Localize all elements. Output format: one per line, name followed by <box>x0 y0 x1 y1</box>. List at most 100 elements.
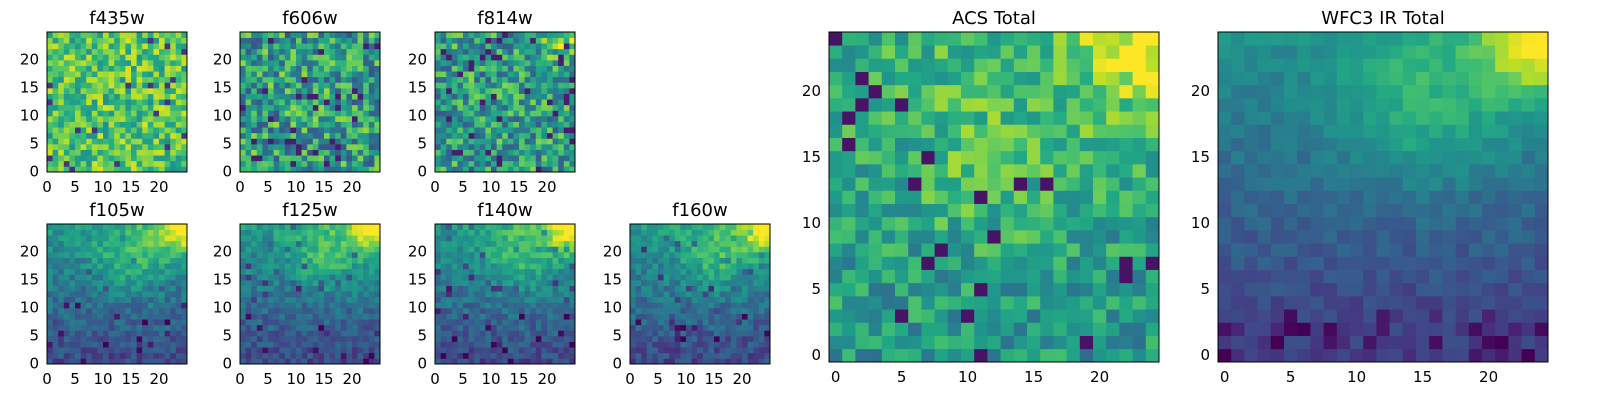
heatmap-cell <box>63 48 70 55</box>
heatmap-cell <box>75 138 81 145</box>
heatmap-cell <box>136 257 143 264</box>
heatmap-cell <box>547 37 553 44</box>
heatmap-cell <box>329 341 336 348</box>
heatmap-cell <box>318 280 325 286</box>
heatmap-cell <box>691 291 698 298</box>
heatmap-cell <box>658 246 664 253</box>
heatmap-cell <box>136 88 143 94</box>
heatmap-cell <box>702 229 709 236</box>
heatmap-cell <box>318 336 325 342</box>
heatmap-cell <box>69 341 76 348</box>
heatmap-cell <box>753 268 760 275</box>
heatmap-cell <box>245 252 252 258</box>
heatmap-cell <box>368 280 375 286</box>
heatmap-cell <box>569 240 576 247</box>
heatmap-cell <box>669 296 676 303</box>
heatmap-cell <box>58 341 65 348</box>
heatmap-cell <box>496 341 503 348</box>
heatmap-cell <box>251 116 258 122</box>
heatmap-cell <box>296 347 302 354</box>
heatmap-cell <box>284 65 291 72</box>
y-tick-label: 15 <box>20 79 39 97</box>
heatmap-cell <box>758 240 765 247</box>
heatmap-cell <box>131 224 137 230</box>
heatmap-cell <box>175 76 182 83</box>
heatmap-cell <box>524 240 531 247</box>
heatmap-cell <box>91 291 98 298</box>
heatmap-cell <box>262 99 269 106</box>
heatmap-cell <box>164 352 171 359</box>
heatmap-cell <box>535 274 542 281</box>
heatmap-cell <box>103 319 109 326</box>
heatmap-cell <box>868 190 883 204</box>
heatmap-cell <box>934 84 949 99</box>
x-tick-label: 0 <box>625 370 635 388</box>
heatmap-cell <box>175 246 182 253</box>
heatmap-cell <box>547 166 553 173</box>
heatmap-cell <box>451 358 458 365</box>
heatmap-cell <box>519 280 525 286</box>
heatmap-cell <box>80 240 87 247</box>
heatmap-cell <box>507 235 514 242</box>
heatmap-cell <box>142 65 149 72</box>
heatmap-cell <box>262 291 269 298</box>
heatmap-cell <box>318 43 325 50</box>
heatmap-cell <box>440 341 447 348</box>
heatmap-cell <box>457 308 464 314</box>
heatmap-cell <box>125 330 132 337</box>
heatmap-cell <box>374 60 381 66</box>
heatmap-cell <box>357 302 364 309</box>
heatmap-cell <box>491 252 497 258</box>
heatmap-cell <box>686 240 692 247</box>
heatmap-cell <box>496 224 503 230</box>
heatmap-cell <box>535 224 542 230</box>
heatmap-cell <box>114 132 121 139</box>
heatmap-cell <box>663 336 670 342</box>
heatmap-cell <box>279 308 286 314</box>
heatmap-cell <box>301 274 308 281</box>
heatmap-cell <box>451 296 458 303</box>
heatmap-cell <box>86 252 93 258</box>
heatmap-cell <box>147 308 154 314</box>
heatmap-cell <box>479 330 486 337</box>
heatmap-cell <box>730 235 737 242</box>
heatmap-cell <box>479 93 486 100</box>
heatmap-cell <box>153 285 160 292</box>
heatmap-cell <box>273 336 280 342</box>
heatmap-cell <box>97 285 104 292</box>
heatmap-cell <box>240 155 246 162</box>
heatmap-cell <box>147 274 154 281</box>
heatmap-cell <box>108 138 115 145</box>
heatmap-cell <box>507 229 514 236</box>
heatmap-cell <box>69 43 76 50</box>
heatmap-cell <box>674 235 681 242</box>
heatmap-cell <box>142 352 149 359</box>
heatmap-cell <box>273 149 280 156</box>
heatmap-cell <box>114 166 121 173</box>
heatmap-cell <box>352 93 358 100</box>
heatmap-cell <box>658 352 664 359</box>
heatmap-cell <box>368 104 375 111</box>
heatmap-cell <box>69 330 76 337</box>
heatmap-cell <box>329 257 336 264</box>
heatmap-cell <box>108 99 115 106</box>
heatmap-cell <box>463 313 469 320</box>
heatmap-cell <box>435 127 441 134</box>
heatmap-cell <box>829 84 843 99</box>
heatmap-cell <box>524 263 531 270</box>
heatmap-cell <box>474 285 481 292</box>
heatmap-cell <box>245 144 252 150</box>
heatmap-cell <box>652 341 659 348</box>
heatmap-cell <box>58 330 65 337</box>
heatmap-cell <box>114 229 121 236</box>
heatmap-cell <box>513 324 520 331</box>
heatmap-cell <box>240 132 246 139</box>
heatmap-cell <box>541 82 548 89</box>
heatmap-cell <box>474 138 481 145</box>
heatmap-cell <box>273 121 280 128</box>
heatmap-cell <box>108 240 115 247</box>
heatmap-cell <box>108 110 115 117</box>
heatmap-cell <box>658 308 664 314</box>
heatmap-cell <box>357 110 364 117</box>
heatmap-cell <box>451 149 458 156</box>
